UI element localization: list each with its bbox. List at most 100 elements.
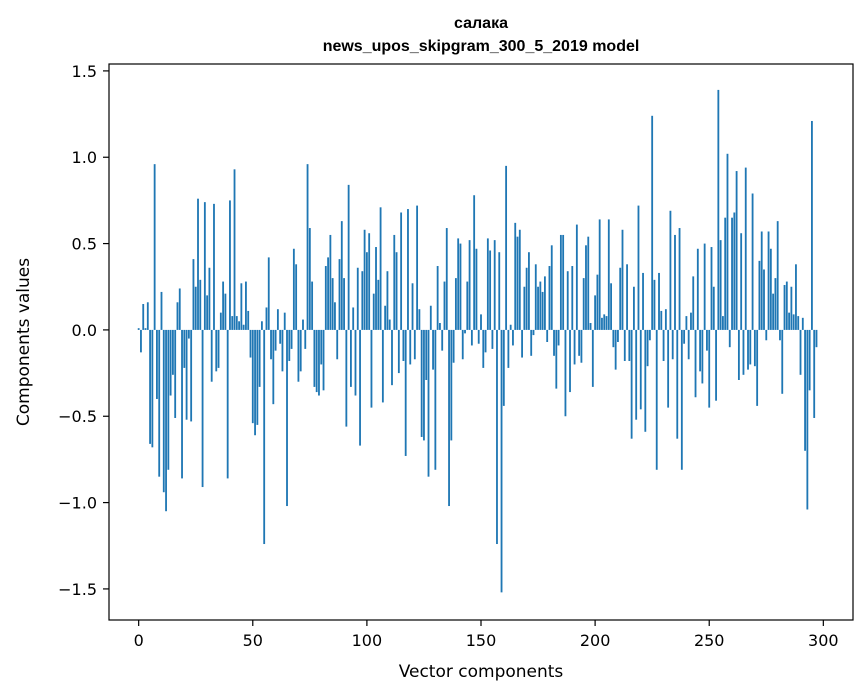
bar-113 xyxy=(395,252,398,330)
bar-157 xyxy=(496,329,498,545)
y-tick-label: −1.5 xyxy=(58,580,97,599)
bar-150 xyxy=(480,314,482,330)
bar-270 xyxy=(753,329,756,367)
bar-194 xyxy=(580,329,583,363)
bar-264 xyxy=(740,233,743,330)
bar-101 xyxy=(368,233,371,330)
bar-227 xyxy=(655,329,658,470)
bar-2 xyxy=(142,304,145,330)
bar-136 xyxy=(448,329,450,507)
bar-135 xyxy=(445,228,448,330)
bar-198 xyxy=(589,323,592,330)
bar-217 xyxy=(632,286,635,330)
x-tick-label: 50 xyxy=(243,631,263,650)
bar-238 xyxy=(680,329,683,470)
bar-215 xyxy=(628,329,631,361)
bar-36 xyxy=(219,312,222,330)
bar-133 xyxy=(441,329,444,351)
bar-242 xyxy=(690,312,692,330)
bar-226 xyxy=(653,279,656,330)
bar-116 xyxy=(402,329,405,361)
bar-85 xyxy=(331,278,334,330)
bar-105 xyxy=(377,279,380,330)
bar-297 xyxy=(815,329,818,348)
bar-40 xyxy=(229,200,231,330)
bar-286 xyxy=(790,286,793,330)
bars-group xyxy=(137,89,818,593)
bar-201 xyxy=(596,274,599,330)
bar-152 xyxy=(484,329,487,353)
bar-47 xyxy=(245,281,247,330)
bar-61 xyxy=(276,309,279,330)
bar-69 xyxy=(295,264,298,330)
bar-276 xyxy=(767,231,770,330)
bar-273 xyxy=(760,231,763,330)
bar-167 xyxy=(518,229,521,330)
bar-130 xyxy=(434,329,437,470)
bar-89 xyxy=(340,221,343,330)
bar-77 xyxy=(313,329,316,387)
bar-228 xyxy=(658,272,660,330)
bar-108 xyxy=(384,305,387,330)
bar-74 xyxy=(306,164,309,330)
bar-224 xyxy=(648,329,651,341)
bar-106 xyxy=(379,207,382,330)
bar-179 xyxy=(546,329,549,342)
bar-229 xyxy=(660,310,663,330)
bar-268 xyxy=(749,329,752,365)
bar-183 xyxy=(555,329,558,389)
bar-31 xyxy=(208,267,211,330)
bar-45 xyxy=(240,283,243,330)
bar-53 xyxy=(258,329,261,387)
bar-281 xyxy=(779,329,781,341)
bar-260 xyxy=(731,217,733,330)
bar-97 xyxy=(359,329,361,446)
bar-269 xyxy=(751,193,754,330)
bar-12 xyxy=(165,329,167,512)
bar-274 xyxy=(763,269,765,330)
bar-51 xyxy=(254,329,256,436)
bar-243 xyxy=(692,276,695,330)
bar-110 xyxy=(388,319,391,330)
bar-261 xyxy=(733,212,736,330)
bar-3 xyxy=(144,328,147,330)
bar-27 xyxy=(199,279,202,330)
bar-148 xyxy=(475,248,478,330)
bar-73 xyxy=(304,329,307,349)
bar-155 xyxy=(491,329,494,349)
bar-195 xyxy=(582,278,585,330)
bar-34 xyxy=(215,329,218,372)
bar-143 xyxy=(464,329,466,334)
bar-82 xyxy=(324,266,327,330)
bar-293 xyxy=(806,329,809,510)
bar-197 xyxy=(587,236,590,330)
bar-237 xyxy=(678,228,681,330)
bar-124 xyxy=(420,329,423,437)
bar-259 xyxy=(728,329,731,348)
bar-248 xyxy=(703,243,706,330)
bar-76 xyxy=(311,281,314,330)
bar-278 xyxy=(772,293,775,330)
bar-231 xyxy=(664,309,667,330)
bar-112 xyxy=(393,234,396,330)
bar-145 xyxy=(468,240,471,330)
bar-292 xyxy=(804,329,806,451)
bar-209 xyxy=(614,329,617,370)
bar-163 xyxy=(509,324,512,330)
bar-62 xyxy=(279,329,282,344)
bar-140 xyxy=(457,238,460,330)
bar-142 xyxy=(461,329,464,360)
bar-92 xyxy=(347,184,350,330)
bar-64 xyxy=(283,312,286,330)
bar-9 xyxy=(158,329,161,477)
bar-86 xyxy=(334,302,336,330)
bar-212 xyxy=(621,229,624,330)
bar-35 xyxy=(217,329,220,368)
bar-191 xyxy=(573,329,576,365)
bar-245 xyxy=(696,248,699,330)
bar-263 xyxy=(737,329,740,380)
bar-104 xyxy=(375,247,377,330)
bar-121 xyxy=(413,329,416,360)
bar-119 xyxy=(409,329,412,365)
